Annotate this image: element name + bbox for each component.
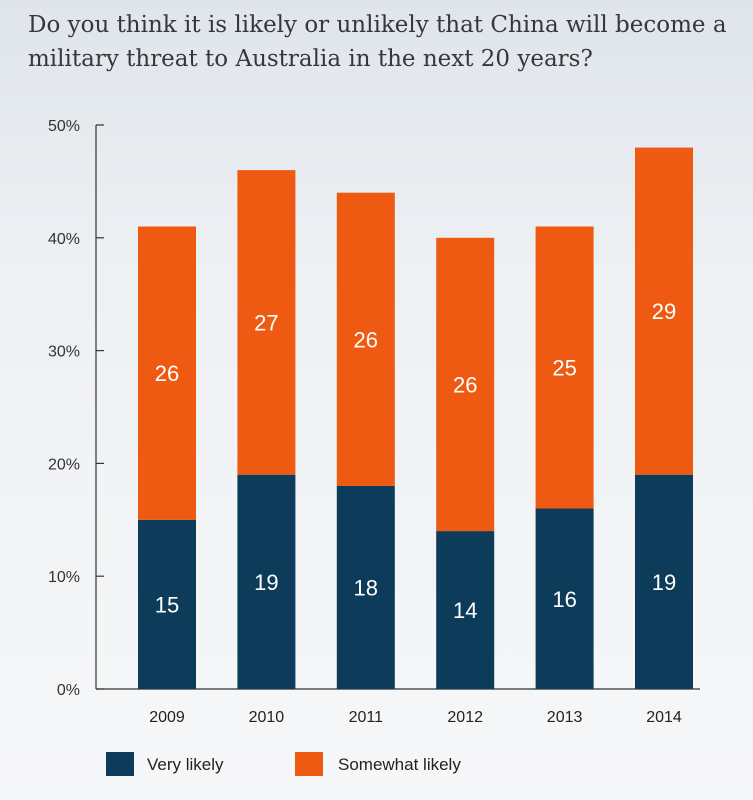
value-label: 25 (552, 356, 576, 381)
bar-somewhat-likely-2014 (635, 147, 693, 475)
bar-somewhat-likely-2013 (535, 226, 594, 509)
value-label: 16 (552, 587, 576, 612)
value-label: 14 (453, 598, 477, 623)
chart-title: Do you think it is likely or unlikely th… (28, 12, 727, 72)
bar-somewhat-likely-2010 (237, 170, 296, 475)
legend-swatch (106, 752, 134, 776)
bar-somewhat-likely-2009 (138, 226, 196, 520)
x-tick-label: 2010 (249, 709, 285, 726)
value-label: 26 (155, 361, 179, 386)
y-tick-label: 40% (48, 231, 80, 248)
bar-very-likely-2010 (237, 474, 296, 689)
y-tick-label: 30% (48, 344, 80, 361)
value-label: 26 (354, 327, 378, 352)
value-label: 26 (453, 372, 477, 397)
bar-somewhat-likely-2011 (336, 192, 395, 486)
x-tick-label: 2014 (646, 709, 682, 726)
x-tick-label: 2009 (149, 709, 185, 726)
legend-label: Very likely (147, 755, 224, 774)
legend-swatch (295, 752, 323, 776)
bar-somewhat-likely-2012 (436, 237, 495, 532)
bar-very-likely-2013 (535, 508, 594, 689)
y-axis: 0% 10% 20% 30% 40% 50% (48, 118, 700, 699)
x-tick-label: 2012 (447, 709, 483, 726)
value-label: 18 (354, 575, 378, 600)
bar-very-likely-2011 (336, 485, 395, 689)
value-labels: 15 26 19 27 18 26 14 26 16 25 19 29 (155, 299, 676, 623)
y-tick-label: 20% (48, 456, 80, 473)
legend: Very likely Somewhat likely (106, 752, 461, 776)
y-tick-label: 50% (48, 118, 80, 135)
y-tick-label: 10% (48, 569, 80, 586)
value-label: 19 (652, 570, 676, 595)
bar-very-likely-2014 (635, 474, 693, 689)
value-label: 29 (652, 299, 676, 324)
y-tick-label: 0% (57, 682, 80, 699)
value-label: 27 (254, 310, 278, 335)
x-tick-label: 2011 (349, 709, 384, 726)
legend-label: Somewhat likely (338, 755, 461, 774)
value-label: 19 (254, 570, 278, 595)
bar-very-likely-2009 (138, 519, 196, 689)
bars (138, 147, 693, 689)
x-axis-labels: 2009 2010 2011 2012 2013 2014 (149, 709, 682, 726)
bar-very-likely-2012 (436, 531, 495, 689)
value-label: 15 (155, 592, 179, 617)
x-tick-label: 2013 (547, 709, 583, 726)
